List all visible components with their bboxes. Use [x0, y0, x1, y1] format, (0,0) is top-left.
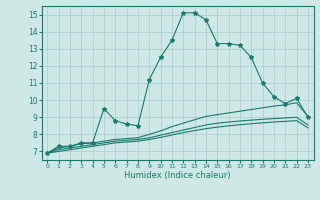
- X-axis label: Humidex (Indice chaleur): Humidex (Indice chaleur): [124, 171, 231, 180]
